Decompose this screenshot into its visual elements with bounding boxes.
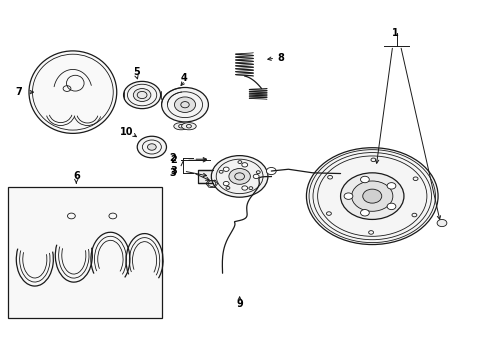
Circle shape	[147, 144, 156, 150]
Circle shape	[386, 183, 395, 189]
Circle shape	[344, 193, 352, 199]
Circle shape	[161, 87, 208, 122]
Circle shape	[174, 97, 195, 112]
Circle shape	[360, 176, 368, 183]
Text: 3: 3	[169, 168, 176, 178]
Circle shape	[351, 181, 392, 211]
Circle shape	[436, 220, 446, 226]
Ellipse shape	[173, 123, 188, 130]
Circle shape	[137, 136, 166, 158]
Circle shape	[123, 81, 160, 109]
Circle shape	[362, 189, 381, 203]
Text: 3: 3	[170, 166, 177, 176]
Circle shape	[340, 173, 403, 220]
Circle shape	[386, 203, 395, 210]
Text: 2: 2	[170, 155, 177, 165]
Circle shape	[211, 156, 267, 197]
Circle shape	[306, 148, 437, 244]
Text: 6: 6	[73, 171, 80, 181]
Circle shape	[242, 163, 247, 167]
Bar	[198, 170, 212, 183]
Text: 2: 2	[169, 153, 176, 163]
Circle shape	[253, 174, 259, 179]
Circle shape	[360, 210, 368, 216]
Text: 7: 7	[16, 87, 22, 97]
Circle shape	[223, 167, 229, 171]
Text: 8: 8	[277, 53, 284, 63]
Text: 5: 5	[133, 67, 140, 77]
Bar	[8, 187, 161, 318]
Circle shape	[223, 181, 229, 186]
Text: 9: 9	[236, 299, 243, 309]
Ellipse shape	[29, 51, 117, 134]
Text: 4: 4	[180, 73, 186, 83]
Circle shape	[266, 167, 276, 175]
Ellipse shape	[181, 123, 196, 130]
Circle shape	[228, 168, 250, 184]
Circle shape	[133, 89, 151, 102]
Text: 10: 10	[120, 127, 133, 136]
Circle shape	[242, 186, 247, 190]
Text: 1: 1	[391, 28, 398, 38]
